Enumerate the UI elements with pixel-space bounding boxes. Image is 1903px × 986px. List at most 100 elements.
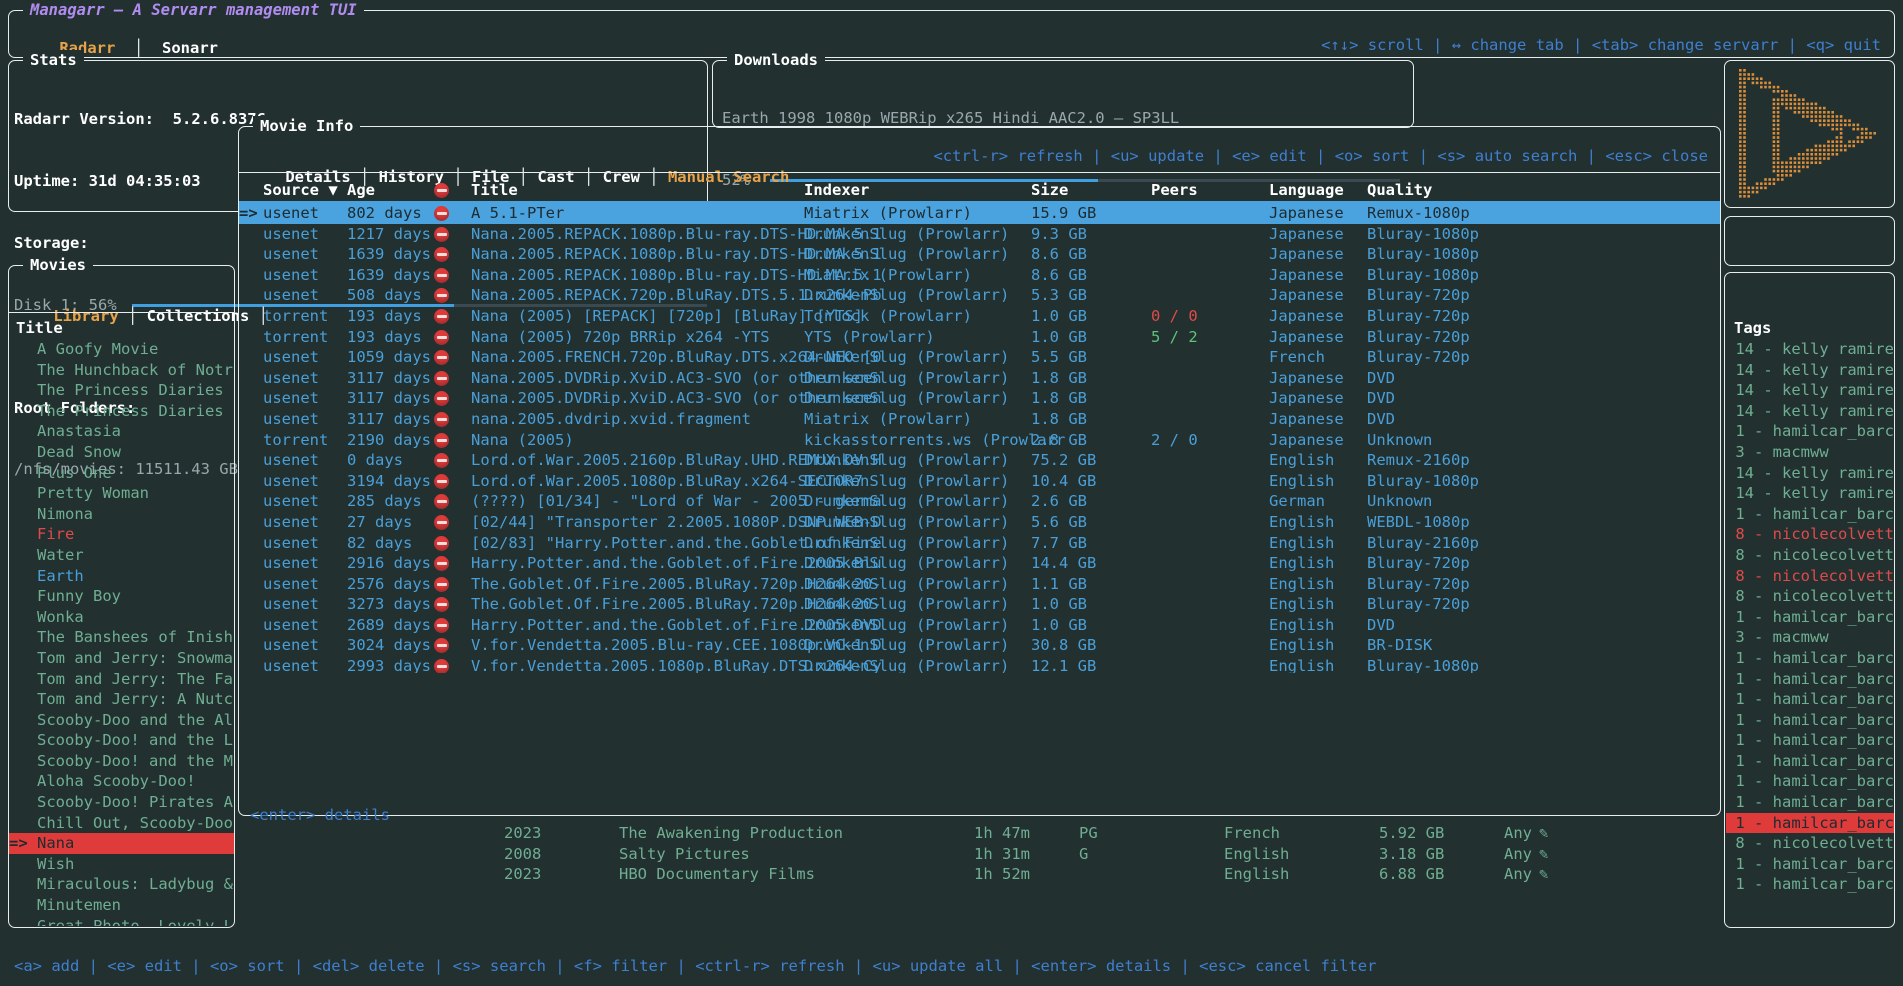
movie-list-item[interactable]: Funny Boy — [9, 586, 234, 607]
tag-list-item[interactable]: 1 - hamilcar_barca — [1726, 792, 1894, 813]
tag-list-item[interactable]: 1 - hamilcar_barca — [1726, 812, 1894, 834]
tag-list-item[interactable]: 14 - kelly ramirez — [1726, 339, 1894, 360]
tag-list-item[interactable]: 1 - hamilcar_barca — [1726, 648, 1894, 669]
release-row[interactable]: usenet 0 days Lord.of.War.2005.2160p.BluRa… — [239, 450, 1720, 471]
movie-list-item[interactable]: Wonka — [9, 607, 234, 628]
tag-list-item[interactable]: 8 - nicolecolvett — [1726, 566, 1894, 587]
tag-list-item[interactable]: 8 - nicolecolvett — [1726, 586, 1894, 607]
movie-list-item[interactable]: Anastasia — [9, 421, 234, 442]
release-row[interactable]: usenet 3117 days Nana.2005.DVDRip.XviD.AC3… — [239, 388, 1720, 409]
servarr-tab-sonarr[interactable]: Sonarr — [162, 38, 218, 57]
movies-tabs[interactable]: Library │ Collections │ — [53, 306, 268, 325]
tag-list-item[interactable]: 1 - hamilcar_barca — [1726, 751, 1894, 772]
release-row[interactable]: usenet 508 days Nana.2005.REPACK.720p.BluR… — [239, 285, 1720, 306]
tag-list-item[interactable]: 1 - hamilcar_barca — [1726, 874, 1894, 895]
movie-list-item[interactable]: Fire — [9, 524, 234, 545]
movie-list-item[interactable]: The Hunchback of Notr — [9, 360, 234, 381]
movie-list-item[interactable]: Scooby-Doo! and the M — [9, 751, 234, 772]
tag-list-item[interactable]: 14 - kelly ramirez — [1726, 360, 1894, 381]
movies-list[interactable]: A Goofy Movie The Hunchback of Notr The … — [9, 339, 234, 926]
release-row[interactable]: usenet 1639 days Nana.2005.REPACK.1080p.Bl… — [239, 244, 1720, 265]
column-header-3[interactable] — [434, 180, 449, 201]
tag-list-item[interactable]: 1 - hamilcar_barca — [1726, 771, 1894, 792]
tag-list-item[interactable]: 8 - nicolecolvett — [1726, 545, 1894, 566]
movie-list-item[interactable]: The Princess Diaries — [9, 380, 234, 401]
column-header-7[interactable]: Peers — [1151, 181, 1198, 199]
movie-list-item[interactable]: The Princess Diaries — [9, 401, 234, 422]
release-row[interactable]: usenet 3194 days Lord.of.War.2005.1080p.Bl… — [239, 471, 1720, 492]
movie-list-item[interactable]: Water — [9, 545, 234, 566]
release-row[interactable]: usenet 82 days [02/83] "Harry.Potter.and.t… — [239, 533, 1720, 554]
column-header-2[interactable]: Age — [347, 181, 375, 199]
movie-list-item[interactable]: => Nana — [9, 833, 234, 854]
movie-detail-row[interactable]: 2008 Salty Pictures 1h 31m G English 3.18 GB A… — [239, 844, 1720, 865]
tag-list-item[interactable]: 1 - hamilcar_barca — [1726, 710, 1894, 731]
release-row[interactable]: usenet 2993 days V.for.Vendetta.2005.1080p… — [239, 656, 1720, 673]
release-row[interactable]: usenet 1639 days Nana.2005.REPACK.1080p.Bl… — [239, 265, 1720, 286]
tag-list-item[interactable]: 3 - macmww — [1726, 627, 1894, 648]
tag-list-item[interactable]: 14 - kelly ramirez — [1726, 463, 1894, 484]
movie-list-item[interactable]: Great Photo, Lovely Life — [9, 916, 234, 926]
movie-list-item[interactable]: Chill Out, Scooby-Doo — [9, 813, 234, 834]
release-row[interactable]: usenet 3273 days The.Goblet.Of.Fire.2005.B… — [239, 594, 1720, 615]
tag-list-item[interactable]: 14 - kelly ramirez — [1726, 380, 1894, 401]
release-table-body[interactable]: => usenet 802 days A 5.1-PTer Miatrix (Prowl… — [239, 203, 1720, 673]
release-row[interactable]: usenet 2916 days Harry.Potter.and.the.Gobl… — [239, 553, 1720, 574]
movie-list-item[interactable]: Aloha Scooby-Doo! — [9, 771, 234, 792]
tag-list-item[interactable]: 8 - nicolecolvett — [1726, 833, 1894, 854]
tag-list-item[interactable]: 3 - macmww — [1726, 442, 1894, 463]
movie-list-item[interactable]: Tom and Jerry: Snowma — [9, 648, 234, 669]
release-row[interactable]: torrent 193 days Nana (2005) [REPACK] [720… — [239, 306, 1720, 327]
tag-list-item[interactable]: 8 - nicolecolvett — [1726, 524, 1894, 545]
tag-list-item[interactable]: 1 - hamilcar_barca — [1726, 730, 1894, 751]
movie-list-item[interactable]: Nimona — [9, 504, 234, 525]
tag-list-item[interactable]: 1 - hamilcar_barca — [1726, 607, 1894, 628]
tag-list-item[interactable]: 1 - hamilcar_barca — [1726, 421, 1894, 442]
release-row[interactable]: usenet 2689 days Harry.Potter.and.the.Gobl… — [239, 615, 1720, 636]
release-row[interactable]: usenet 3117 days nana.2005.dvdrip.xvid.fra… — [239, 409, 1720, 430]
movie-detail-row[interactable]: 2023 The Awakening Production 1h 47m PG Fren… — [239, 823, 1720, 844]
movie-list-item[interactable]: Plus One — [9, 463, 234, 484]
tab-library[interactable]: Library — [53, 306, 119, 325]
column-header-5[interactable]: Indexer — [804, 181, 870, 199]
release-row[interactable]: usenet 285 days (????) [01/34] - "Lord of … — [239, 491, 1720, 512]
release-row[interactable]: usenet 3024 days V.for.Vendetta.2005.Blu-r… — [239, 635, 1720, 656]
movie-list-item[interactable]: Minutemen — [9, 895, 234, 916]
column-header-4[interactable]: Title — [471, 181, 518, 199]
movie-list-item[interactable]: Tom and Jerry: The Fa — [9, 669, 234, 690]
movie-list-item[interactable]: Dead Snow — [9, 442, 234, 463]
column-header-8[interactable]: Language — [1269, 181, 1344, 199]
column-header-6[interactable]: Size — [1031, 181, 1069, 199]
movie-list-item[interactable]: Wish — [9, 854, 234, 875]
tag-list-item[interactable]: 14 - kelly ramirez — [1726, 401, 1894, 422]
release-row[interactable]: usenet 2576 days The.Goblet.Of.Fire.2005.B… — [239, 574, 1720, 595]
tag-list-item[interactable]: 14 - kelly ramirez — [1726, 483, 1894, 504]
release-row[interactable]: => usenet 802 days A 5.1-PTer Miatrix (Prowl… — [239, 203, 1720, 224]
movie-list-item[interactable]: Tom and Jerry: A Nutc — [9, 689, 234, 710]
column-header-1[interactable]: Source ▼ — [263, 181, 338, 199]
movie-list-item[interactable]: Scooby-Doo and the Al — [9, 710, 234, 731]
release-row[interactable]: torrent 193 days Nana (2005) 720p BRRip x2… — [239, 327, 1720, 348]
column-header-9[interactable]: Quality — [1367, 181, 1433, 199]
movie-list-item[interactable]: The Banshees of Inish — [9, 627, 234, 648]
movie-list-item[interactable]: A Goofy Movie — [9, 339, 234, 360]
tags-list[interactable]: 14 - kelly ramirez 14 - kelly ramirez 14… — [1726, 339, 1894, 925]
tab-collections[interactable]: Collections — [146, 306, 250, 325]
movie-list-item[interactable]: Miraculous: Ladybug & Cat Noir, The Movi… — [9, 874, 234, 895]
movie-list-item[interactable]: Scooby-Doo! and the L — [9, 730, 234, 751]
movie-list-item[interactable]: Scooby-Doo! Pirates A — [9, 792, 234, 813]
movie-detail-row[interactable]: 2023 HBO Documentary Films 1h 52m English 6.… — [239, 864, 1720, 885]
tag-list-item[interactable]: 1 - hamilcar_barca — [1726, 669, 1894, 690]
movie-list-item[interactable]: Pretty Woman — [9, 483, 234, 504]
release-row[interactable]: usenet 3117 days Nana.2005.DVDRip.XviD.AC3… — [239, 368, 1720, 389]
release-row[interactable]: usenet 1059 days Nana.2005.FRENCH.720p.Blu… — [239, 347, 1720, 368]
tag-list-item[interactable]: 1 - hamilcar_barca — [1726, 504, 1894, 525]
release-row[interactable]: torrent 2190 days Nana (2005) kickasstorren… — [239, 430, 1720, 451]
tag-list-item[interactable]: 1 - hamilcar_barca — [1726, 689, 1894, 710]
movie-list-item[interactable]: Earth — [9, 566, 234, 587]
cell-language: Japanese — [1269, 306, 1344, 325]
tag-list-item[interactable]: 1 - hamilcar_barca — [1726, 854, 1894, 875]
release-row[interactable]: usenet 27 days [02/44] "Transporter 2.2005… — [239, 512, 1720, 533]
movie-title: Tom and Jerry: Snowma — [37, 648, 233, 667]
release-row[interactable]: usenet 1217 days Nana.2005.REPACK.1080p.Bl… — [239, 224, 1720, 245]
